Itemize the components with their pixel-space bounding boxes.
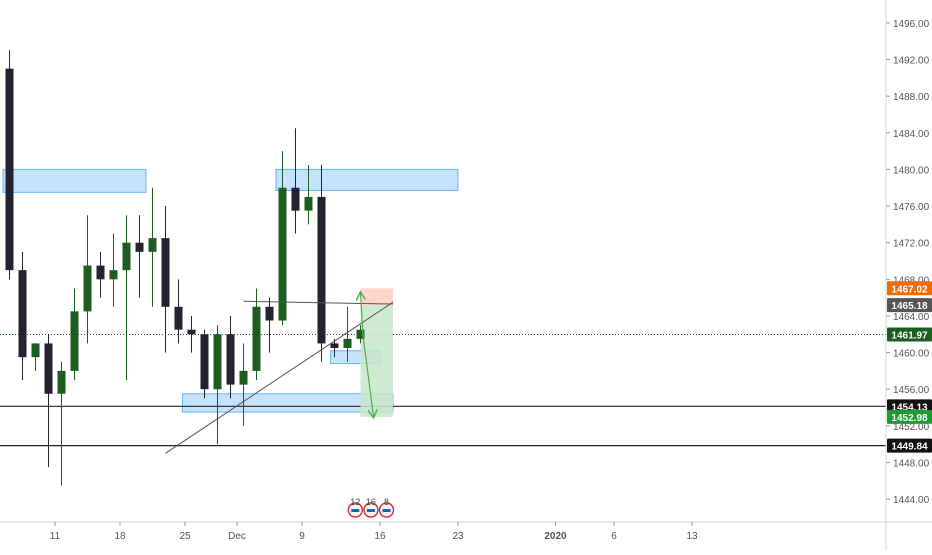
candle-body-18 <box>239 370 248 385</box>
price-label-text: 1452.98 <box>891 413 928 424</box>
price-label-3: 1454.13 <box>887 399 932 414</box>
time-axis[interactable]: 11 18 25 Dec 9 16 23 2020 6 13 <box>0 521 932 542</box>
time-tick-label: 13 <box>686 531 698 542</box>
candle-body-2 <box>31 343 40 358</box>
candle-body-4 <box>57 370 66 394</box>
time-tick-label: Dec <box>228 531 246 542</box>
price-label-bg <box>887 409 932 424</box>
price-tick-label: 1472.00 <box>893 239 930 250</box>
price-label-text: 1465.18 <box>891 301 928 312</box>
event-flag-stripe <box>351 509 360 512</box>
candle-body-20 <box>265 306 274 321</box>
price-tick-label: 1444.00 <box>893 495 930 506</box>
price-tick-label: 1488.00 <box>893 92 930 103</box>
price-tick-label: 1492.00 <box>893 56 930 67</box>
trend-line-1[interactable] <box>243 300 394 305</box>
price-label-bg <box>887 327 932 342</box>
price-tick-label: 1464.00 <box>893 312 930 323</box>
candle-body-3 <box>44 343 53 394</box>
candle-body-13 <box>174 306 183 330</box>
price-tick-label: 1480.00 <box>893 165 930 176</box>
candle-body-23 <box>304 196 313 211</box>
price-tick-label: 1476.00 <box>893 202 930 213</box>
candle-body-11 <box>148 238 157 252</box>
event-marker-count: 12 <box>350 497 360 507</box>
candle-body-27 <box>356 329 365 339</box>
price-label-bg <box>887 281 932 296</box>
zone-1 <box>275 168 459 191</box>
horizontal-levels <box>0 334 886 447</box>
price-tick-label: 1496.00 <box>893 19 930 30</box>
event-marker-2[interactable]: 8 <box>378 497 395 518</box>
price-label-5: 1449.84 <box>887 438 932 453</box>
price-axis[interactable]: 1444.00 1448.00 1452.00 1456.00 1460.00 1464.… <box>885 0 930 550</box>
event-markers[interactable]: 12 16 8 <box>347 497 395 518</box>
time-tick-label: 16 <box>374 531 386 542</box>
price-tick-label: 1452.00 <box>893 422 930 433</box>
time-tick-label: 2020 <box>544 531 567 542</box>
price-tick-label: 1468.00 <box>893 275 930 286</box>
candle-body-7 <box>96 265 105 280</box>
zone-0 <box>2 168 147 193</box>
event-flag-stripe <box>382 509 391 512</box>
projection-arrow-1[interactable] <box>362 336 373 417</box>
candle-body-9 <box>122 242 131 271</box>
candle-body-6 <box>83 265 92 312</box>
candle-body-22 <box>291 187 300 211</box>
price-label-bg <box>887 399 932 414</box>
candle-body-5 <box>70 311 79 371</box>
candle-body-0 <box>5 68 14 271</box>
candles <box>5 50 365 486</box>
stop-loss-zone[interactable] <box>360 288 394 306</box>
time-tick-label: 18 <box>114 531 126 542</box>
price-tick-label: 1484.00 <box>893 129 930 140</box>
event-marker-count: 16 <box>366 497 376 507</box>
candle-body-12 <box>161 238 170 307</box>
price-tick-label: 1456.00 <box>893 385 930 396</box>
projection-arrow-0[interactable] <box>361 293 364 337</box>
candle-body-24 <box>317 196 326 344</box>
candle-body-19 <box>252 306 261 371</box>
price-label-1: 1465.18 <box>887 298 932 313</box>
trend-line-0[interactable] <box>165 301 394 454</box>
candle-body-1 <box>18 270 27 358</box>
price-label-4: 1452.98 <box>887 409 932 424</box>
price-label-bg <box>887 298 932 313</box>
price-label-text: 1467.02 <box>891 284 928 295</box>
price-label-2: 1461.97 <box>887 327 932 342</box>
candle-body-26 <box>343 338 352 348</box>
event-marker-1[interactable]: 16 <box>363 497 379 518</box>
price-label-text: 1461.97 <box>891 331 928 342</box>
price-label-text: 1449.84 <box>891 442 928 453</box>
time-tick-label: 11 <box>50 531 61 542</box>
candle-body-14 <box>187 329 196 335</box>
candle-body-15 <box>200 334 209 390</box>
price-tick-label: 1448.00 <box>893 458 930 469</box>
time-tick-label: 9 <box>299 531 305 542</box>
event-marker-0[interactable]: 12 <box>347 497 363 518</box>
price-label-0: 1467.02 <box>887 281 932 296</box>
candle-body-25 <box>330 343 339 348</box>
candle-body-17 <box>226 334 235 385</box>
price-tick-label: 1460.00 <box>893 349 930 360</box>
trend-lines[interactable] <box>165 293 394 454</box>
time-tick-label: 23 <box>452 531 464 542</box>
time-tick-label: 6 <box>611 531 617 542</box>
candle-body-8 <box>109 270 118 280</box>
event-marker-count: 8 <box>384 497 389 507</box>
candle-body-16 <box>213 334 222 390</box>
candle-body-21 <box>278 187 287 321</box>
event-flag-stripe <box>366 509 375 512</box>
price-label-bg <box>887 438 932 453</box>
take-profit-zone[interactable] <box>360 305 394 417</box>
time-tick-label: 25 <box>179 531 191 542</box>
candle-body-10 <box>135 242 144 252</box>
price-label-text: 1454.13 <box>891 402 928 413</box>
